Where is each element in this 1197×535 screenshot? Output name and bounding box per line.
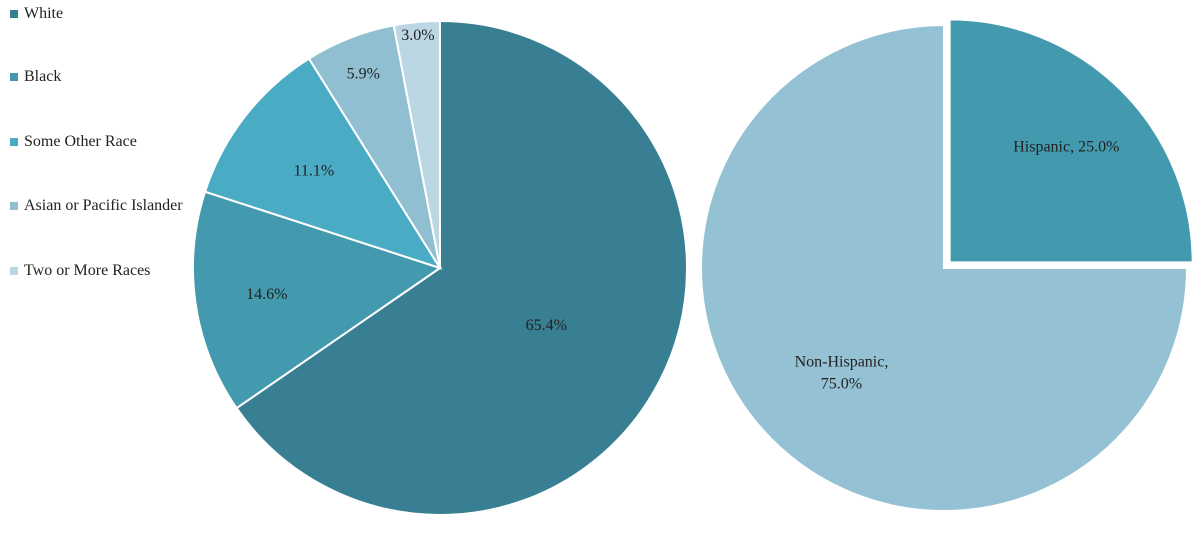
legend-label: White [24,5,64,22]
data-label-some-other-race: 11.1% [294,163,335,180]
legend-item-two-or-more-races: Two or More Races [10,261,150,281]
legend-item-some-other-race: Some Other Race [10,132,137,152]
data-label-white: 65.4% [526,317,567,334]
legend-swatch [10,73,18,81]
slice-non-hispanic [700,23,1189,512]
legend-label: Black [24,68,62,85]
ethnicity-pie-chart: Hispanic, 25.0% Non-Hispanic, 75.0% [700,18,1194,512]
data-label-non-hispanic: Non-Hispanic, 75.0% [795,354,889,393]
slice-white [235,19,688,516]
slice-hispanic [948,18,1194,264]
slice-two-or-more-races [392,19,441,269]
data-label-asian-or-pacific-islander: 5.9% [347,66,380,83]
legend-item-white: White [10,4,63,24]
legend-label: Two or More Races [24,262,151,279]
slice-black [192,190,443,410]
legend-label: Some Other Race [24,133,137,150]
race-pie-chart: 65.4% 14.6% 11.1% 5.9% 3.0% [192,19,688,516]
legend-swatch [10,202,18,210]
data-label-black: 14.6% [246,286,287,303]
legend-swatch [10,10,18,18]
data-label-two-or-more-races: 3.0% [401,27,434,44]
legend-label: Asian or Pacific Islander [24,197,183,214]
data-label-hispanic: Hispanic, 25.0% [1013,139,1119,156]
slice-some-other-race [203,57,443,270]
legend-swatch [10,267,18,275]
legend: White Black Some Other Race Asian or Pacifi… [10,0,210,300]
legend-item-asian-or-pacific-islander: Asian or Pacific Islander [10,196,183,216]
legend-item-black: Black [10,67,61,87]
legend-swatch [10,138,18,146]
